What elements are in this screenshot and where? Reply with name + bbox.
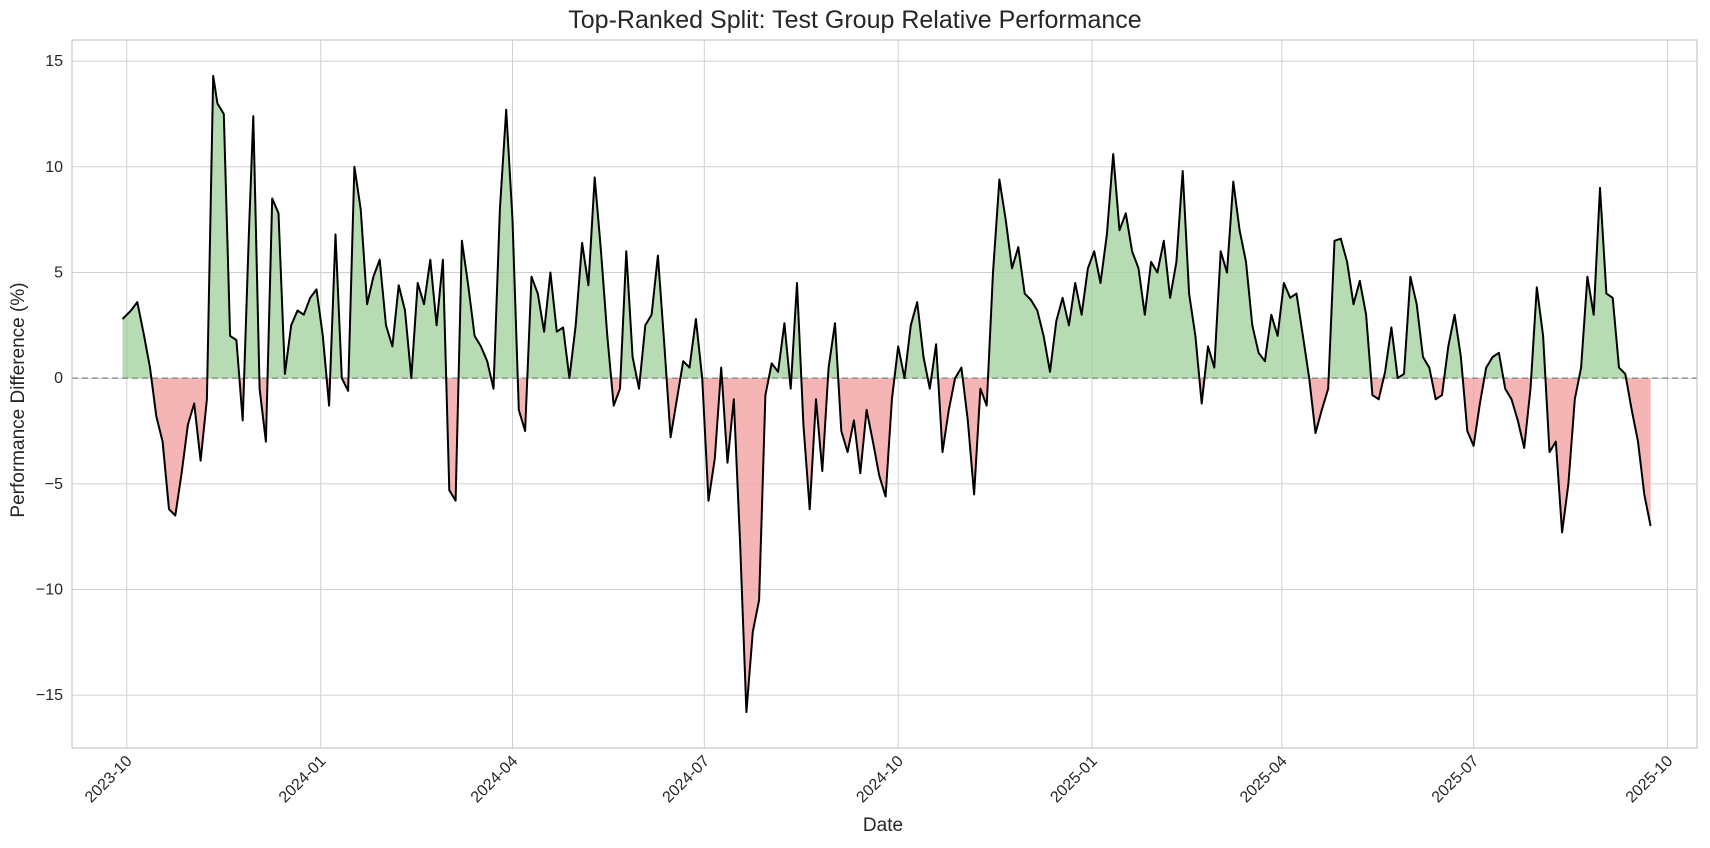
- negative-area-fill: [151, 378, 1651, 713]
- x-axis-ticks: 2023-10 2024-01 2024-04 2024-07 2024-10 2025-…: [82, 753, 1676, 807]
- gridlines: [72, 40, 1697, 748]
- series-line: [121, 74, 1652, 714]
- x-tick-label: 2024-10: [853, 753, 907, 807]
- y-tick-label: 15: [45, 53, 63, 70]
- chart-title: Top-Ranked Split: Test Group Relative Pe…: [568, 6, 1141, 34]
- y-tick-label: 0: [54, 370, 63, 387]
- y-tick-label: 10: [45, 159, 63, 176]
- x-tick-label: 2025-07: [1429, 753, 1483, 807]
- x-tick-label: 2024-04: [468, 753, 522, 807]
- y-axis-label: Performance Difference (%): [8, 282, 29, 517]
- y-tick-label: −15: [36, 687, 63, 704]
- y-tick-label: 5: [54, 264, 63, 281]
- plot-frame: [71, 39, 1698, 749]
- y-tick-label: −10: [36, 581, 63, 598]
- x-tick-label: 2024-01: [276, 753, 330, 807]
- x-tick-label: 2025-10: [1623, 753, 1677, 807]
- x-tick-label: 2023-10: [82, 753, 136, 807]
- y-tick-label: −5: [45, 476, 63, 493]
- area-fills: [122, 75, 1651, 713]
- x-tick-label: 2025-04: [1237, 753, 1291, 807]
- positive-area-fill: [122, 75, 1627, 379]
- x-tick-label: 2025-01: [1047, 753, 1101, 807]
- y-axis-ticks: −15 −10 −5 0 5 10 15: [36, 53, 63, 704]
- x-axis-label: Date: [863, 815, 903, 836]
- x-tick-label: 2024-07: [660, 753, 714, 807]
